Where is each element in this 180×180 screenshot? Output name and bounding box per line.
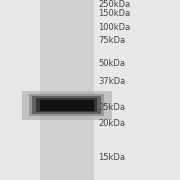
Text: 20kDa: 20kDa xyxy=(98,119,125,128)
Text: 25kDa: 25kDa xyxy=(98,103,125,112)
Bar xyxy=(40,100,94,111)
Bar xyxy=(36,98,97,112)
Text: 75kDa: 75kDa xyxy=(98,36,125,45)
Text: 15kDa: 15kDa xyxy=(98,153,125,162)
Bar xyxy=(22,91,112,120)
Bar xyxy=(40,0,94,180)
Text: 50kDa: 50kDa xyxy=(98,59,125,68)
Text: 250kDa: 250kDa xyxy=(98,0,130,9)
Bar xyxy=(29,94,104,116)
Text: 150kDa: 150kDa xyxy=(98,9,130,18)
Text: 37kDa: 37kDa xyxy=(98,77,125,86)
Text: 100kDa: 100kDa xyxy=(98,23,130,32)
Bar xyxy=(32,96,101,114)
